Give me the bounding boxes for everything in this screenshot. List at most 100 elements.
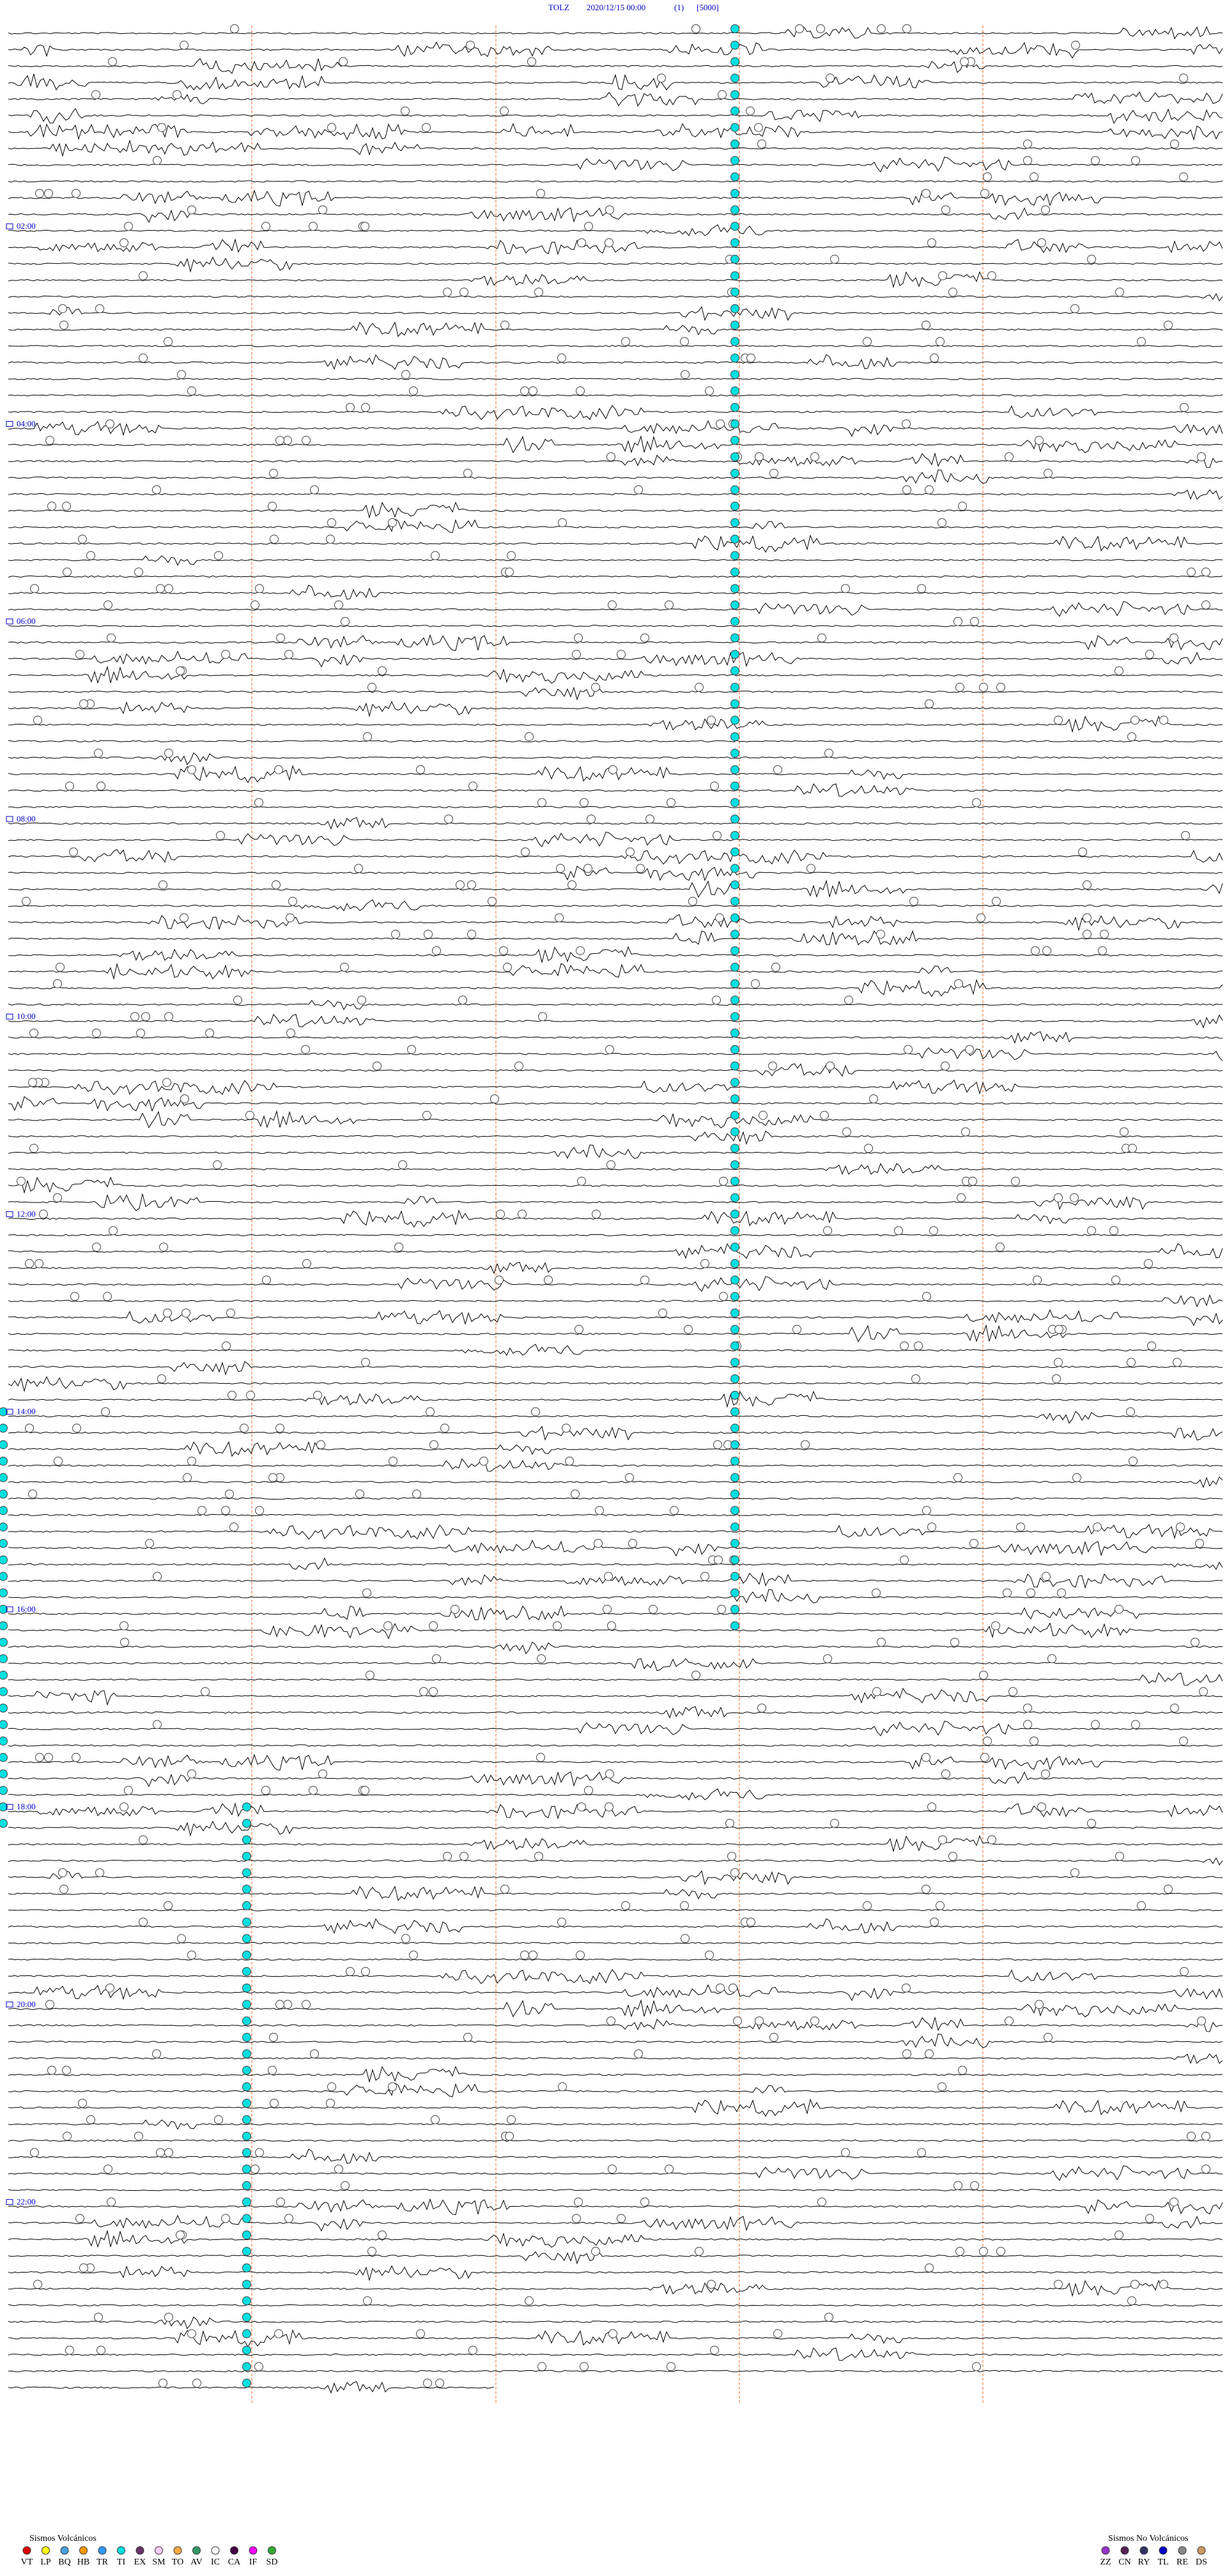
- event-marker: [233, 995, 242, 1005]
- event-marker: [603, 1604, 612, 1614]
- event-marker: [0, 1538, 8, 1548]
- event-marker: [1037, 238, 1046, 247]
- event-marker: [714, 1555, 723, 1565]
- event-marker: [242, 1901, 251, 1910]
- event-marker: [537, 1654, 546, 1664]
- event-marker: [0, 1555, 8, 1565]
- event-marker: [422, 123, 431, 132]
- event-marker: [948, 1851, 957, 1861]
- event-marker: [268, 1473, 277, 1482]
- legend-code: RE: [1177, 2557, 1188, 2567]
- event-marker: [463, 468, 472, 478]
- event-marker: [730, 1226, 739, 1236]
- trace: [8, 1687, 1223, 1706]
- event-marker: [1078, 847, 1087, 857]
- trace: [8, 1771, 1223, 1788]
- event-marker: [730, 896, 739, 906]
- event-marker: [1131, 156, 1140, 165]
- event-marker: [286, 1029, 295, 1038]
- event-marker: [363, 732, 372, 742]
- event-marker: [877, 1637, 886, 1647]
- event-marker: [0, 1769, 8, 1779]
- event-marker: [30, 584, 39, 594]
- event-marker: [1023, 139, 1032, 149]
- event-marker: [120, 238, 128, 247]
- event-marker: [707, 716, 716, 725]
- event-marker: [327, 123, 336, 132]
- trace: [8, 2139, 1223, 2142]
- event-marker: [431, 551, 440, 560]
- time-label: 10:00: [17, 1011, 36, 1021]
- trace: [8, 2149, 1223, 2164]
- event-marker: [339, 57, 348, 66]
- event-marker: [729, 1983, 737, 1993]
- event-marker: [25, 1259, 34, 1268]
- trace: [8, 1539, 1223, 1557]
- event-marker: [1127, 732, 1136, 742]
- trace: [8, 1047, 1223, 1061]
- event-marker: [640, 1275, 649, 1285]
- event-marker: [555, 913, 564, 923]
- trace: [8, 2316, 1223, 2329]
- event-marker: [826, 1061, 835, 1071]
- time-label: 18:00: [17, 1802, 36, 1811]
- event-marker: [28, 1489, 37, 1499]
- event-marker: [1030, 1736, 1038, 1746]
- event-marker: [173, 90, 181, 100]
- trace: [8, 224, 1223, 236]
- trace: [8, 1572, 1223, 1589]
- trace: [8, 1969, 1223, 1984]
- event-marker: [606, 452, 615, 461]
- event-marker: [927, 238, 936, 247]
- event-marker: [719, 1292, 728, 1301]
- trace: [8, 716, 1223, 733]
- event-marker: [719, 1176, 728, 1186]
- legend-swatch: [155, 2546, 163, 2555]
- event-marker: [180, 40, 189, 50]
- event-marker: [911, 1374, 920, 1384]
- event-marker: [107, 2197, 116, 2207]
- event-marker: [917, 2148, 926, 2158]
- trace: [8, 1918, 1223, 1935]
- event-marker: [938, 271, 947, 280]
- event-marker: [957, 1193, 966, 1202]
- event-marker: [771, 962, 780, 972]
- event-marker: [1115, 2230, 1123, 2240]
- event-marker: [938, 1835, 947, 1844]
- event-marker: [1201, 2165, 1210, 2174]
- event-marker: [922, 1506, 931, 1515]
- trace: [8, 1870, 1223, 1885]
- event-marker: [713, 1440, 722, 1450]
- event-marker: [1054, 716, 1063, 725]
- event-marker: [242, 2000, 251, 2009]
- event-marker: [86, 2115, 95, 2124]
- trace: [8, 2098, 1223, 2117]
- event-marker: [440, 1423, 449, 1433]
- event-marker: [104, 600, 112, 610]
- event-marker: [86, 551, 95, 560]
- event-marker: [733, 2016, 742, 2026]
- event-marker: [360, 1786, 369, 1795]
- event-marker: [773, 765, 782, 774]
- event-marker: [577, 238, 586, 247]
- event-marker: [841, 584, 850, 594]
- event-marker: [242, 2214, 251, 2223]
- event-marker: [432, 946, 441, 956]
- trace: [8, 2034, 1223, 2048]
- trace: [8, 2016, 1223, 2032]
- event-marker: [309, 222, 318, 231]
- event-marker: [367, 682, 376, 692]
- event-marker: [0, 1637, 8, 1647]
- event-marker: [153, 1720, 162, 1729]
- event-marker: [432, 1654, 441, 1664]
- event-marker: [255, 1506, 264, 1515]
- event-marker: [431, 2115, 440, 2124]
- event-marker: [458, 995, 467, 1005]
- event-marker: [730, 222, 739, 231]
- event-marker: [407, 1045, 416, 1054]
- event-marker: [730, 73, 739, 83]
- event-marker: [584, 222, 593, 231]
- event-marker: [1033, 1275, 1042, 1285]
- trace: [8, 1234, 1223, 1236]
- event-marker: [0, 1818, 8, 1828]
